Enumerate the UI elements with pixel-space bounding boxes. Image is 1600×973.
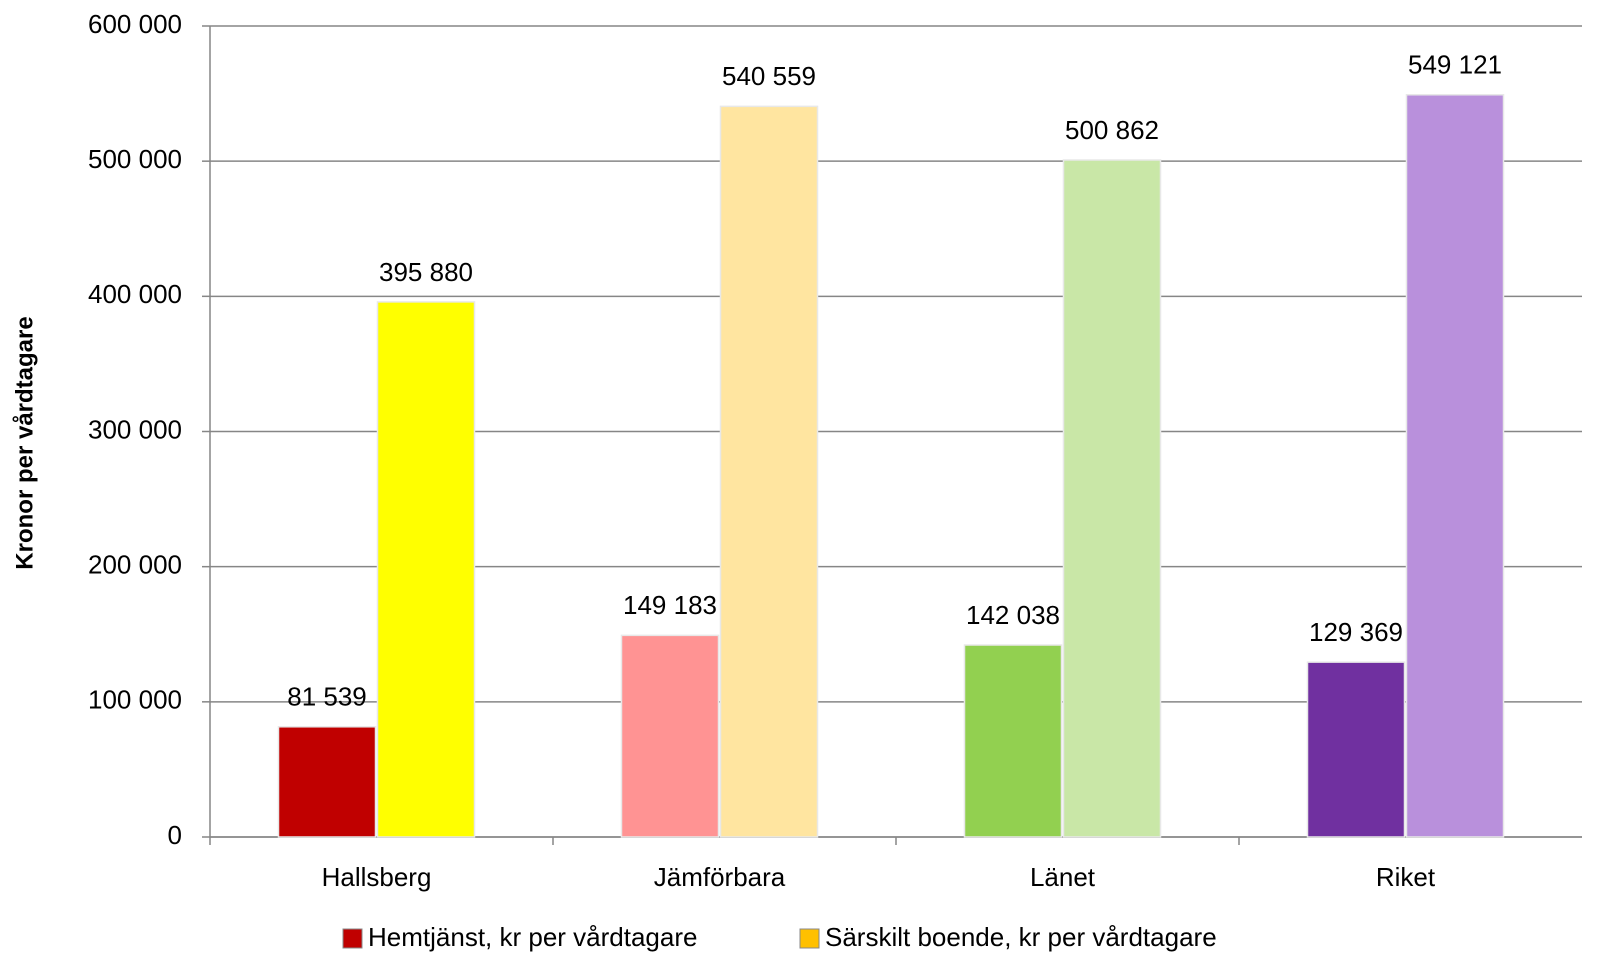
bar (1062, 159, 1162, 838)
y-tick-label: 200 000 (88, 550, 182, 580)
y-tick-label: 600 000 (88, 9, 182, 39)
bar (620, 634, 720, 838)
value-label: 142 038 (966, 600, 1060, 630)
y-tick-label: 0 (168, 820, 182, 850)
bar (963, 644, 1063, 838)
x-tick-label: Länet (1030, 862, 1096, 892)
bar (719, 105, 819, 838)
y-axis-title: Kronor per vårdtagare (11, 316, 38, 569)
value-label: 81 539 (287, 682, 367, 712)
y-tick-label: 400 000 (88, 279, 182, 309)
value-label: 540 559 (722, 61, 816, 91)
value-label: 500 862 (1065, 115, 1159, 145)
value-label: 549 121 (1408, 50, 1502, 80)
legend-label: Särskilt boende, kr per vårdtagare (825, 922, 1217, 952)
legend-label: Hemtjänst, kr per vårdtagare (368, 922, 697, 952)
x-tick-label: Riket (1376, 862, 1436, 892)
value-label: 149 183 (623, 590, 717, 620)
y-tick-label: 100 000 (88, 685, 182, 715)
bar (1405, 94, 1505, 838)
bar (277, 726, 377, 838)
legend-swatch (799, 928, 820, 949)
bar (376, 301, 476, 838)
y-tick-label: 500 000 (88, 144, 182, 174)
x-tick-label: Jämförbara (654, 862, 786, 892)
legend-swatch (342, 928, 363, 949)
y-tick-label: 300 000 (88, 414, 182, 444)
x-tick-label: Hallsberg (322, 862, 432, 892)
bar (1306, 661, 1406, 838)
value-label: 129 369 (1309, 617, 1403, 647)
value-label: 395 880 (379, 257, 473, 287)
